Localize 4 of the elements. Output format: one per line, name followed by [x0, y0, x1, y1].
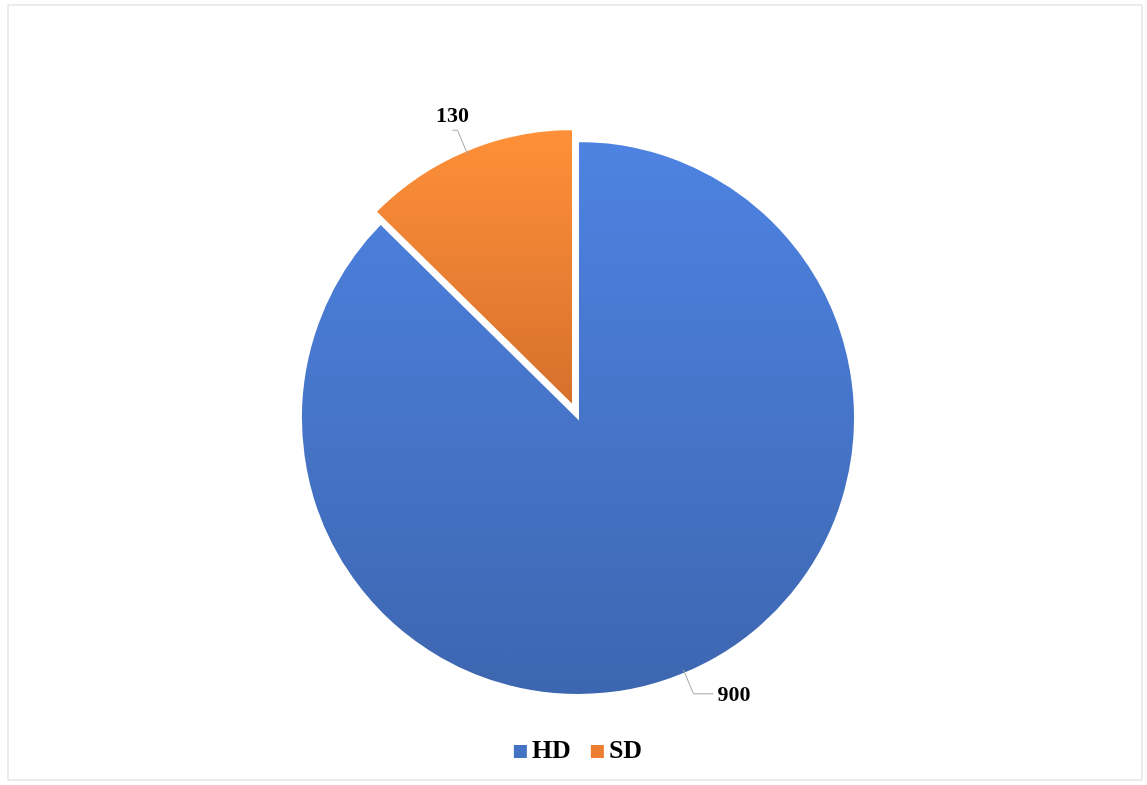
data-label: 130 — [436, 102, 469, 128]
legend-label: SD — [608, 735, 643, 764]
data-label: 900 — [717, 680, 751, 706]
legend-label: HD — [531, 735, 571, 764]
